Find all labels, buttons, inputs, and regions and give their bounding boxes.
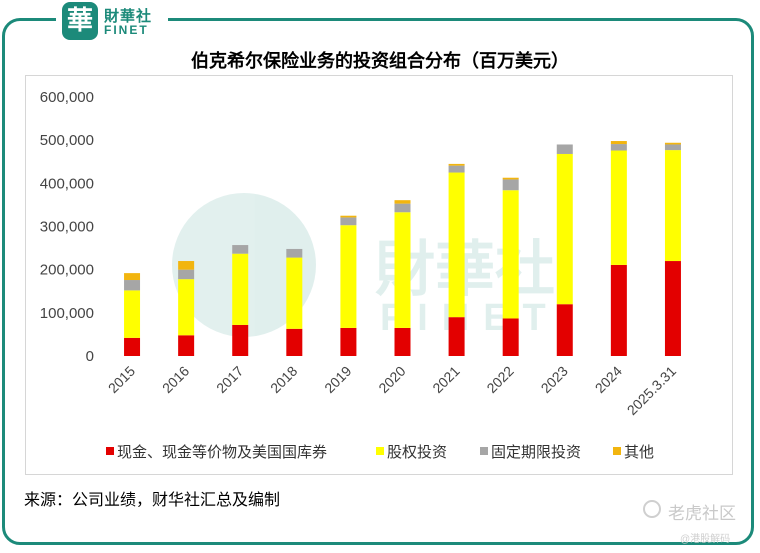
bar-segment-4	[340, 215, 357, 218]
x-tick-label: 2023	[538, 363, 571, 396]
legend-label: 其他	[624, 444, 654, 461]
bars	[124, 141, 681, 356]
y-tick-label: 400,000	[40, 175, 94, 192]
legend-swatch	[613, 447, 621, 455]
x-tick-label: 2019	[321, 363, 354, 396]
bar-segment-4	[124, 273, 141, 281]
bar-segment-3	[178, 269, 195, 280]
bar-segment-3	[502, 179, 519, 191]
corner-watermark: 老虎社区	[668, 504, 736, 523]
bar-segment-1	[124, 337, 141, 356]
x-tick-label: 2025.3.31	[624, 363, 680, 419]
y-axis: 0 100,000 200,000 300,000 400,000 500,000 600,…	[40, 89, 94, 365]
x-tick-label: 2020	[375, 363, 408, 396]
x-tick-label: 2016	[159, 363, 192, 396]
bar-segment-3	[448, 165, 465, 173]
bar-segment-2	[394, 212, 411, 328]
bar-segment-3	[610, 144, 627, 151]
logo-seal-icon: 華	[62, 2, 98, 40]
finet-logo: 華 財華社 FINET	[56, 0, 168, 42]
legend-label: 现金、现金等价物及美国国库券	[117, 443, 327, 461]
x-axis: 2015 2016 2017 2018 2019 2020 2021 2022 2023 2024…	[105, 363, 679, 419]
bar-segment-1	[556, 304, 573, 356]
bar-segment-3	[556, 144, 573, 154]
bar-segment-2	[502, 190, 519, 319]
bar-segment-4	[178, 261, 195, 270]
y-tick-label: 600,000	[40, 89, 94, 106]
bar-segment-3	[394, 203, 411, 213]
bar-segment-4	[664, 142, 681, 145]
bar-segment-2	[124, 290, 141, 338]
x-tick-label: 2015	[105, 363, 138, 396]
legend-label: 固定期限投资	[491, 444, 581, 461]
bar-segment-2	[664, 150, 681, 262]
bar-segment-2	[448, 172, 465, 318]
logo-name-en: FINET	[104, 23, 149, 37]
bar-segment-3	[286, 248, 303, 258]
bar-segment-2	[610, 150, 627, 265]
x-tick-label: 2024	[592, 363, 625, 396]
source-note: 来源：公司业绩，财华社汇总及编制	[24, 492, 281, 509]
bar-segment-4	[610, 141, 627, 145]
bar-segment-2	[232, 253, 249, 325]
bar-segment-1	[286, 328, 303, 356]
bar-segment-1	[340, 327, 357, 356]
legend: 现金、现金等价物及美国国库券 股权投资 固定期限投资 其他	[106, 443, 654, 461]
y-tick-label: 300,000	[40, 219, 94, 236]
watermark: 財華社 FINET	[172, 193, 555, 339]
x-tick-label: 2018	[267, 363, 300, 396]
bar-segment-1	[610, 264, 627, 356]
bar-segment-2	[340, 225, 357, 328]
bar-segment-1	[178, 335, 195, 356]
logo-name-cn: 財華社	[104, 8, 153, 25]
bar-segment-3	[340, 217, 357, 226]
legend-swatch	[106, 447, 114, 455]
bar-segment-1	[664, 261, 681, 356]
bar-segment-4	[502, 177, 519, 180]
bar-segment-1	[502, 318, 519, 356]
bar-segment-4	[448, 163, 465, 166]
x-tick-label: 2021	[429, 363, 462, 396]
bar-segment-2	[286, 257, 303, 329]
bar-segment-3	[124, 280, 141, 291]
legend-swatch	[376, 447, 384, 455]
legend-swatch	[480, 447, 488, 455]
bar-segment-2	[178, 279, 195, 336]
bar-segment-1	[232, 324, 249, 356]
bar-segment-1	[394, 327, 411, 356]
bar-segment-4	[394, 200, 411, 204]
y-tick-label: 200,000	[40, 262, 94, 279]
bar-segment-1	[448, 317, 465, 356]
chart-title: 伯克希尔保险业务的投资组合分布（百万美元）	[191, 51, 569, 71]
y-tick-label: 0	[86, 348, 94, 365]
x-tick-label: 2017	[213, 363, 246, 396]
chart-area-border	[25, 75, 733, 475]
tiger-community-icon	[643, 500, 661, 518]
x-tick-label: 2022	[483, 363, 516, 396]
bar-segment-3	[664, 144, 681, 151]
bar-segment-3	[232, 245, 249, 254]
legend-label: 股权投资	[387, 444, 447, 461]
corner-watermark-sub: @港股解码	[680, 534, 731, 545]
y-tick-label: 100,000	[40, 305, 94, 322]
bar-segment-2	[556, 153, 573, 305]
y-tick-label: 500,000	[40, 132, 94, 149]
